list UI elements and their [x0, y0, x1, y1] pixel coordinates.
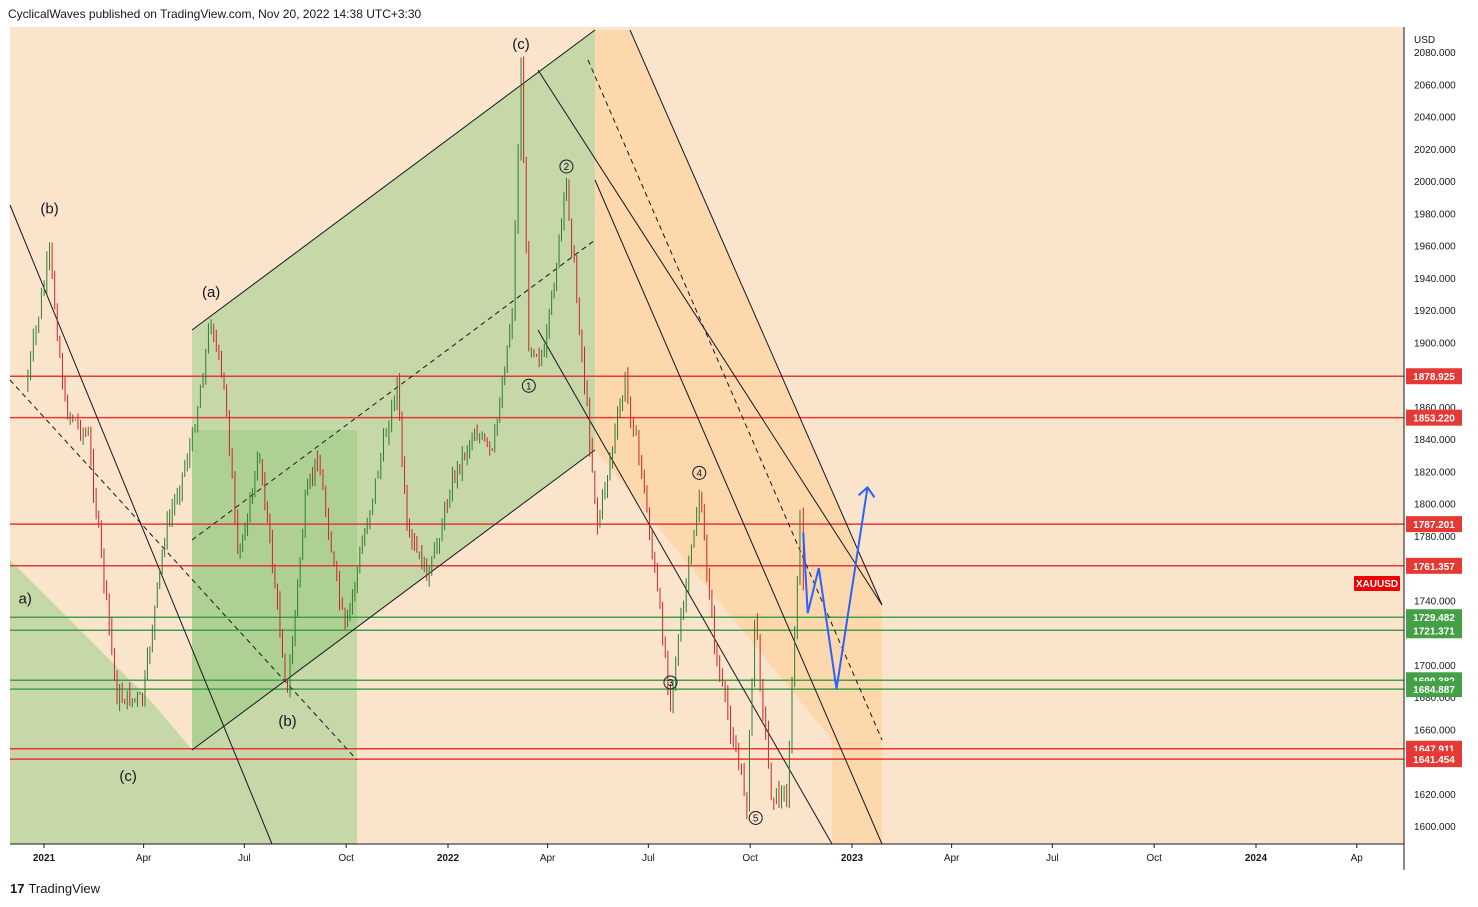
x-tick-label: Oct [338, 853, 354, 864]
channel-line-2 [191, 29, 596, 331]
x-tick-label: Jul [238, 853, 251, 864]
x-tick-label: Ap [1351, 853, 1364, 864]
y-tick-label: 1900.000 [1414, 338, 1456, 349]
x-tick-label: 2023 [841, 853, 864, 864]
level-tag-text: 1853.220 [1413, 414, 1455, 425]
y-tick-label: 1820.000 [1414, 467, 1456, 478]
channel-line-8 [629, 29, 883, 606]
channel-line-4 [191, 449, 596, 751]
projection-arrow-icon [857, 485, 876, 498]
y-tick-label: 1680.000 [1414, 693, 1456, 704]
x-tick-label: Jul [1046, 853, 1059, 864]
wave-circle-label: 5 [753, 813, 759, 824]
y-tick-label: 1860.000 [1414, 403, 1456, 414]
y-tick-label: 2000.000 [1414, 177, 1456, 188]
y-tick-label: 1980.000 [1414, 209, 1456, 220]
level-tag-text: 1647.911 [1413, 745, 1455, 756]
y-tick-label: 1840.000 [1414, 435, 1456, 446]
level-tag-text: 1641.454 [1413, 755, 1455, 766]
tradingview-logo-icon: 17 [10, 881, 25, 896]
level-tag-text: 1729.482 [1413, 613, 1455, 624]
green-channel-left [10, 205, 272, 844]
y-tick-label: 1600.000 [1414, 822, 1456, 833]
x-tick-label: Apr [944, 853, 960, 864]
channel-line-0 [9, 204, 273, 845]
wave-label: (a) [202, 284, 220, 301]
level-tag-text: 1878.925 [1413, 372, 1455, 383]
wave-circle-label: 4 [696, 468, 702, 479]
y-tick-label: 1960.000 [1414, 242, 1456, 253]
wave-circle-icon [663, 675, 678, 690]
x-tick-label: Oct [1146, 853, 1162, 864]
x-tick-label: Apr [540, 853, 556, 864]
y-tick-label: 1940.000 [1414, 274, 1456, 285]
footer-brand: TradingView [28, 881, 101, 896]
level-tag-1787.201 [1406, 516, 1462, 533]
y-tick-label: 1620.000 [1414, 790, 1456, 801]
wave-circle-label: 1 [526, 381, 532, 392]
x-tick-label: Jul [642, 853, 655, 864]
level-tag-text: 1787.201 [1413, 520, 1455, 531]
green-channel-dark [192, 430, 357, 750]
channel-line-5 [537, 69, 883, 606]
channel-line-1 [9, 379, 358, 761]
wave-label: (c) [512, 36, 530, 53]
level-tag-1853.220 [1406, 409, 1462, 426]
y-tick-label: 1700.000 [1414, 661, 1456, 672]
level-tag-text: 1721.371 [1413, 626, 1455, 637]
y-tick-label: 2060.000 [1414, 80, 1456, 91]
channel-line-6 [537, 329, 833, 845]
x-tick-label: Apr [136, 853, 152, 864]
level-tag-1684.887 [1406, 681, 1462, 698]
y-tick-label: 2040.000 [1414, 113, 1456, 124]
wave-label: (c) [119, 768, 137, 785]
level-tag-text: 1684.887 [1413, 685, 1455, 696]
y-tick-label: 1920.000 [1414, 306, 1456, 317]
level-tag-1761.357 [1406, 557, 1462, 574]
symbol-tag[interactable]: XAUUSD [1354, 576, 1400, 591]
y-tick-label: 2080.000 [1414, 48, 1456, 59]
y-tick-label: 1780.000 [1414, 532, 1456, 543]
wave-label: (b) [278, 713, 296, 730]
wave-circle-label: 3 [668, 678, 674, 689]
footer: 17 TradingView [10, 881, 100, 896]
level-tag-1641.454 [1406, 751, 1462, 768]
currency-label: USD [1414, 35, 1435, 46]
wave-label: (b) [40, 200, 58, 217]
level-tag-1721.371 [1406, 622, 1462, 639]
y-tick-label: 1740.000 [1414, 596, 1456, 607]
y-tick-label: 2020.000 [1414, 145, 1456, 156]
symbol-tag-text: XAUUSD [1356, 579, 1398, 590]
x-tick-label: Oct [742, 853, 758, 864]
level-tag-1878.925 [1406, 368, 1462, 385]
wave-circle-icon [521, 378, 536, 393]
channel-line-7 [587, 59, 883, 741]
level-tag-text: 1761.357 [1413, 562, 1455, 573]
orange-channel [595, 30, 882, 844]
x-tick-label: 2022 [437, 853, 460, 864]
wave-circle-icon [559, 159, 574, 174]
projection-path [802, 487, 869, 690]
symbol-tag-box [1354, 576, 1400, 591]
price-chart[interactable]: (b) (a) (c) (b) (c) a) 1 2 3 4 5 USD 1600.000 1620.… [0, 0, 1478, 880]
channel-line-3 [191, 239, 596, 541]
wave-label: a) [19, 590, 32, 607]
x-tick-label: 2021 [33, 853, 56, 864]
wave-circle-icon [692, 465, 707, 480]
publisher-header: CyclicalWaves published on TradingView.c… [8, 7, 422, 21]
level-tag-1729.482 [1406, 609, 1462, 626]
wave-circle-label: 2 [564, 162, 570, 173]
wave-circle-icon [748, 810, 763, 825]
x-tick-label: 2024 [1245, 853, 1268, 864]
y-tick-label: 1660.000 [1414, 725, 1456, 736]
y-tick-label: 1800.000 [1414, 500, 1456, 511]
channel-line-9 [594, 179, 883, 845]
